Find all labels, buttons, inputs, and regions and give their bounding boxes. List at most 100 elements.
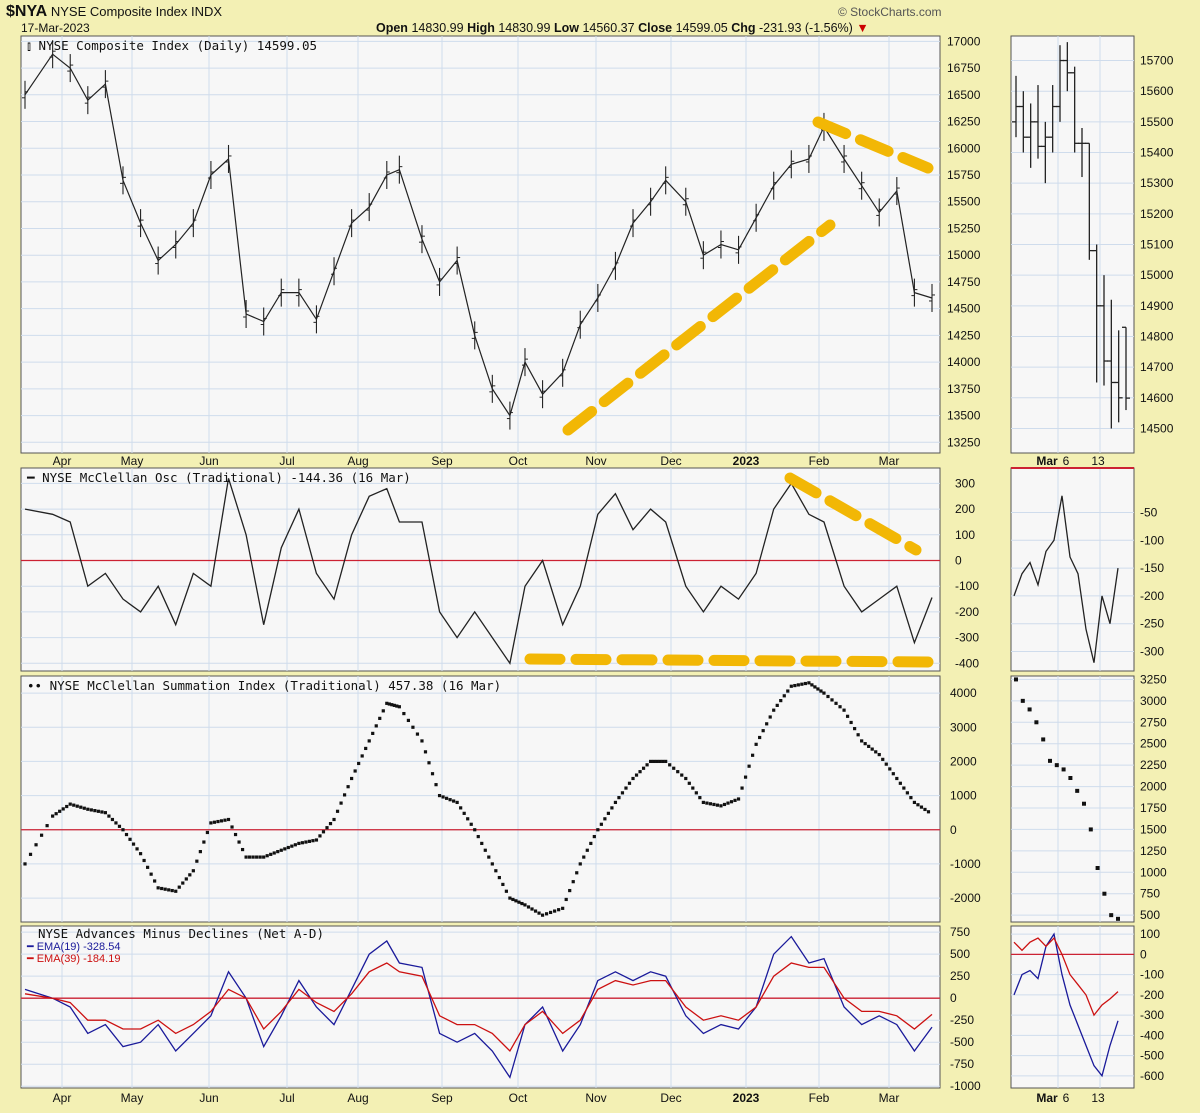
side-ema19-line bbox=[1013, 932, 1119, 1078]
stockcharts-brand[interactable]: © StockCharts.com bbox=[838, 5, 942, 19]
side-ad-axis-tick-label: -400 bbox=[1140, 1028, 1164, 1042]
annotation-price-downtrend-line bbox=[812, 116, 934, 174]
sum-point bbox=[444, 796, 449, 800]
sum-point bbox=[39, 833, 44, 837]
dots-icon: ∙∙ bbox=[27, 678, 43, 693]
ema-legend: ━ EMA(19) -328.54 ━ EMA(39) -184.19 bbox=[27, 941, 120, 965]
sum-point bbox=[620, 791, 625, 795]
sum-point bbox=[765, 722, 769, 726]
price-axis-tick-label: 13250 bbox=[947, 435, 981, 449]
sum-point bbox=[387, 702, 391, 706]
sum-point bbox=[332, 817, 336, 822]
osc-legend-text: NYSE McClellan Osc (Traditional) -144.36… bbox=[42, 470, 411, 485]
price-axis-tick-label: 16000 bbox=[947, 141, 981, 155]
sum-point bbox=[793, 683, 797, 688]
price-axis-tick-label: 16750 bbox=[947, 61, 981, 75]
main-panel-4-frame bbox=[20, 925, 941, 1089]
sum-point bbox=[314, 838, 319, 842]
sum-point bbox=[712, 802, 716, 807]
sum-point bbox=[480, 841, 484, 846]
side-sum-point bbox=[1102, 891, 1107, 896]
sum-point bbox=[860, 739, 864, 743]
sum-point bbox=[23, 862, 27, 866]
sum-point bbox=[325, 826, 329, 830]
sum-point bbox=[520, 901, 524, 906]
side-sum-point bbox=[1095, 866, 1100, 870]
sum-point bbox=[705, 801, 709, 805]
sum-point bbox=[469, 822, 473, 826]
ad-axis-tick-label: 0 bbox=[950, 991, 957, 1005]
side-price-axis-tick-label: 15600 bbox=[1140, 84, 1174, 98]
sum-point bbox=[603, 817, 607, 821]
side-ad-axis-tick-label: -300 bbox=[1140, 1008, 1164, 1022]
sum-point bbox=[834, 701, 838, 705]
price-x-month-label: Nov bbox=[585, 454, 606, 468]
side-ad-axis-tick-label: 100 bbox=[1140, 927, 1160, 941]
sum-point bbox=[923, 807, 927, 812]
sum-point bbox=[926, 810, 931, 814]
sum-point bbox=[537, 911, 541, 915]
osc-axis-tick-label: 100 bbox=[955, 528, 975, 542]
sum-point bbox=[494, 869, 498, 873]
sum-point bbox=[822, 691, 826, 695]
price-axis-tick-label: 14250 bbox=[947, 328, 981, 342]
sum-point bbox=[321, 830, 326, 834]
sum-point bbox=[402, 711, 406, 716]
side-price-axis-tick-label: 14800 bbox=[1140, 329, 1174, 343]
sum-point bbox=[754, 742, 758, 746]
sum-point bbox=[223, 818, 227, 822]
price-series-line bbox=[24, 53, 933, 418]
price-axis-tick-label: 16250 bbox=[947, 115, 981, 129]
sum-point bbox=[761, 729, 765, 733]
side-sum-axis-tick-label: 2000 bbox=[1140, 780, 1167, 794]
sum-point bbox=[661, 759, 665, 764]
side-sum-axis-tick-label: 1750 bbox=[1140, 801, 1167, 815]
sum-point bbox=[751, 753, 755, 757]
sum-point bbox=[687, 781, 691, 785]
side-price-axis-tick-label: 15200 bbox=[1140, 207, 1174, 221]
sum-point bbox=[51, 814, 55, 818]
sum-point bbox=[146, 865, 150, 869]
side-price-axis-tick-label: 14900 bbox=[1140, 299, 1174, 313]
sum-point bbox=[585, 848, 589, 852]
chg-label: Chg bbox=[731, 21, 756, 35]
ohlc-summary: Open 14830.99 High 14830.99 Low 14560.37… bbox=[376, 21, 869, 35]
side-ema39-line bbox=[1013, 936, 1119, 1017]
sum-point bbox=[272, 851, 276, 855]
side-ad-axis-tick-label: -200 bbox=[1140, 988, 1164, 1002]
side-osc-axis-tick-label: -150 bbox=[1140, 561, 1164, 575]
price-x-month-label: Mar bbox=[879, 454, 900, 468]
price-axis-tick-label: 13500 bbox=[947, 409, 981, 423]
ad-legend: NYSE Advances Minus Declines (Net A-D) bbox=[38, 926, 324, 941]
price-axis-tick-label: 15750 bbox=[947, 168, 981, 182]
side-ad-axis-tick-label: 0 bbox=[1140, 947, 1147, 961]
side-sum-axis-tick-label: 2750 bbox=[1140, 715, 1167, 729]
sum-point bbox=[93, 809, 97, 813]
sum-point bbox=[339, 801, 343, 805]
sum-point bbox=[740, 786, 744, 790]
side-ad-axis-tick-label: -100 bbox=[1140, 968, 1164, 982]
sum-point bbox=[244, 855, 248, 859]
sum-point bbox=[283, 847, 287, 851]
osc-axis-tick-label: 0 bbox=[955, 554, 962, 568]
sum-point bbox=[258, 855, 262, 859]
price-x-month-label: May bbox=[121, 454, 144, 468]
sum-point bbox=[680, 773, 684, 777]
sum-point bbox=[34, 843, 38, 847]
side-osc-axis-tick-label: -250 bbox=[1140, 617, 1164, 631]
sum-point bbox=[198, 850, 202, 854]
side-ad-axis-tick-label: -500 bbox=[1140, 1049, 1164, 1063]
sum-point bbox=[385, 701, 389, 705]
sum-point bbox=[350, 776, 354, 781]
sum-point bbox=[511, 897, 515, 902]
sum-point bbox=[248, 855, 252, 859]
price-x-month-label: Feb bbox=[809, 454, 830, 468]
sum-point bbox=[816, 687, 820, 691]
sum-point bbox=[177, 885, 181, 889]
sum-point bbox=[649, 759, 653, 764]
close-value: 14599.05 bbox=[675, 21, 728, 35]
sum-point bbox=[191, 869, 195, 873]
sum-point bbox=[328, 822, 333, 826]
side-sum-point bbox=[1068, 776, 1073, 780]
close-label: Close bbox=[638, 21, 673, 35]
